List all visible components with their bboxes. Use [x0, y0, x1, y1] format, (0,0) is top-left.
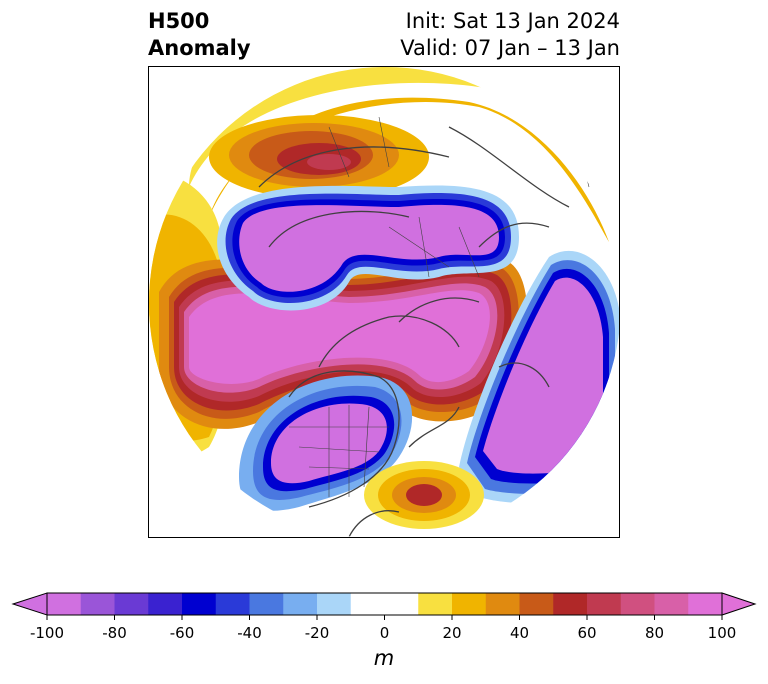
country-borders: [289, 86, 590, 497]
colorbar-segment: [688, 593, 723, 615]
colorbar-segment: [317, 593, 352, 615]
colorbar-segment: [249, 593, 284, 615]
positive-anomaly-atlantic: [364, 461, 484, 529]
colorbar-tick-label: 60: [577, 624, 597, 642]
positive-anomaly-north: [189, 67, 619, 242]
colorbar-segment: [587, 593, 622, 615]
colorbar-tick-label: 0: [379, 624, 390, 642]
title-field: Anomaly: [148, 36, 251, 60]
coastlines: [258, 86, 590, 537]
colorbar-tick-label: 100: [707, 624, 737, 642]
colorbar-segment: [452, 593, 487, 615]
valid-period: Valid: 07 Jan – 13 Jan: [400, 36, 620, 60]
colorbar-segment: [620, 593, 655, 615]
colorbar-segment: [553, 593, 588, 615]
colorbar-segment: [485, 593, 520, 615]
colorbar-ticks: [46, 615, 723, 620]
colorbar-tick-label: -100: [29, 624, 65, 642]
colorbar-segment: [114, 593, 149, 615]
colorbar-segment: [182, 593, 217, 615]
colorbar-tick-label: 80: [644, 624, 665, 642]
colorbar-segment: [384, 593, 419, 615]
map-title: H500 Anomaly: [148, 8, 251, 62]
init-time: Init: Sat 13 Jan 2024: [405, 9, 620, 33]
colorbar-extend-min: [11, 592, 48, 616]
colorbar-tick-label: 40: [509, 624, 530, 642]
colorbar-segment: [283, 593, 318, 615]
colorbar-segment: [418, 593, 453, 615]
colorbar-tick-label: -60: [169, 624, 195, 642]
map-panel: [148, 66, 620, 538]
title-variable: H500: [148, 9, 210, 33]
colorbar-segment: [47, 593, 82, 615]
colorbar-segment: [350, 593, 385, 615]
colorbar-unit-label: m: [373, 646, 395, 670]
colorbar-tick-label: 20: [442, 624, 462, 642]
colorbar-tick-label: -80: [102, 624, 127, 642]
colorbar-segment: [80, 593, 115, 615]
colorbar-segment: [654, 593, 689, 615]
colorbar-segment: [215, 593, 250, 615]
colorbar-segment: [148, 593, 183, 615]
colorbar-tick-label: -20: [304, 624, 330, 642]
colorbar-tick-label: -40: [237, 624, 262, 642]
anomaly-map: [149, 67, 619, 537]
colorbar: [11, 592, 757, 620]
run-info: Init: Sat 13 Jan 2024 Valid: 07 Jan – 13…: [400, 8, 620, 62]
colorbar-extend-max: [721, 592, 757, 616]
negative-anomaly-polar: [217, 185, 520, 311]
colorbar-segments: [47, 593, 723, 615]
colorbar-segment: [519, 593, 554, 615]
